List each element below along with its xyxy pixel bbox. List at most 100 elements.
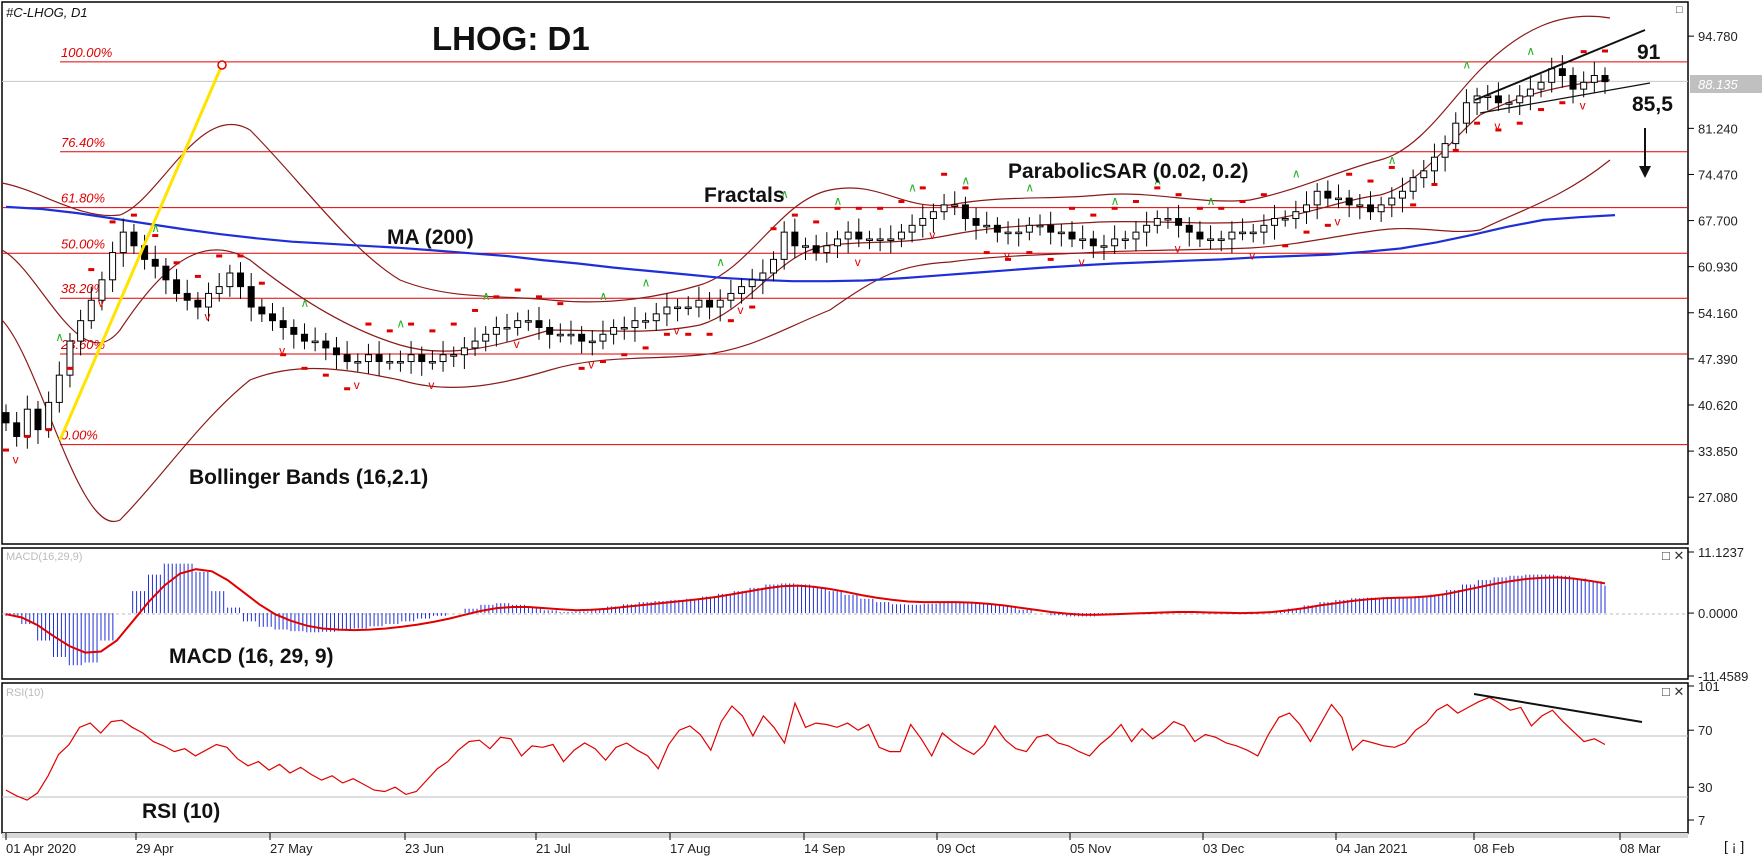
- candle-body: [1217, 238, 1225, 241]
- candle-body: [983, 224, 991, 228]
- candle-body: [311, 340, 319, 344]
- fractal-down-marker: v: [354, 378, 360, 392]
- sar-dot: [578, 366, 585, 370]
- candle-body: [1207, 238, 1215, 241]
- sar-dot: [834, 206, 841, 210]
- fibonacci-levels: 100.00%76.40%61.80%50.00%38.20%23.60%0.0…: [2, 45, 1688, 446]
- fractal-down-marker: v: [674, 323, 680, 337]
- fractal-up-marker: ∧: [482, 289, 491, 303]
- time-tick-label: 17 Aug: [670, 841, 711, 856]
- candle-body: [738, 286, 746, 294]
- sar-dot: [1132, 199, 1139, 203]
- candle-body: [780, 231, 788, 260]
- candle-body: [1260, 224, 1268, 233]
- fractal-down-marker: v: [1494, 119, 1500, 133]
- candle-body: [578, 333, 586, 342]
- sar-dot: [1069, 206, 1075, 210]
- sar-dot: [813, 220, 820, 224]
- candle-body: [119, 231, 127, 254]
- fractal-down-marker: v: [98, 296, 104, 310]
- candle-body: [418, 354, 426, 363]
- price-tick-label: 81.240: [1698, 121, 1738, 136]
- candle-body: [897, 231, 905, 240]
- target-up-label: 91: [1637, 41, 1661, 64]
- candle-body: [1185, 224, 1193, 233]
- sar-dot: [1005, 257, 1012, 261]
- sar-dot: [493, 295, 500, 299]
- sar-dot: [663, 332, 670, 336]
- candle-body: [1494, 95, 1502, 104]
- sar-dot: [919, 186, 926, 190]
- sar-dot: [194, 274, 201, 278]
- candle-body: [919, 218, 927, 226]
- candle-body: [151, 258, 159, 267]
- fractal-down-marker: v: [1004, 248, 1010, 262]
- fractal-up-marker: ∧: [716, 255, 725, 269]
- time-tick-label: 14 Sep: [804, 841, 845, 856]
- candle-body: [386, 361, 394, 364]
- price-tick-label: 33.850: [1698, 444, 1738, 459]
- sar-dot: [621, 353, 628, 357]
- candle-body: [620, 326, 628, 330]
- candle-body: [1601, 75, 1609, 83]
- rsi-window-buttons[interactable]: □ ✕: [1662, 684, 1684, 699]
- parabolic-sar: [3, 49, 1608, 452]
- candle-body: [375, 354, 383, 363]
- candle-body: [1377, 204, 1385, 213]
- candle-body: [599, 333, 607, 342]
- macd-scale: 11.1237 0.0000 -11.4589: [1688, 545, 1748, 684]
- candle-body: [887, 238, 895, 241]
- candle-body: [929, 211, 937, 220]
- bollinger-label: Bollinger Bands (16,2.1): [189, 466, 428, 489]
- candle-body: [674, 306, 682, 310]
- close-window-icon[interactable]: □: [1676, 4, 1683, 16]
- candle-body: [354, 361, 362, 364]
- channel-upper-line: [1474, 29, 1646, 101]
- candle-body: [1228, 231, 1236, 240]
- candle-body: [823, 245, 831, 254]
- candle-body: [1175, 218, 1183, 226]
- fib-anchor-handle[interactable]: [217, 60, 227, 70]
- candle-body: [833, 238, 841, 247]
- candle-body: [1164, 218, 1172, 221]
- scale-menu-button[interactable]: [ ¡ ]: [1724, 838, 1744, 854]
- sar-dot: [472, 308, 479, 312]
- sar-dot: [791, 213, 798, 217]
- fractal-down-marker: v: [1335, 214, 1341, 228]
- fractal-up-marker: ∧: [961, 173, 970, 187]
- fib-level-label: 0.00%: [61, 428, 98, 443]
- rsi-tick-label: 30: [1698, 780, 1712, 795]
- candle-body: [716, 299, 724, 308]
- sar-dot: [1047, 257, 1054, 261]
- candle-body: [1068, 231, 1076, 240]
- candle-body: [748, 279, 756, 288]
- macd-window-buttons[interactable]: □ ✕: [1662, 548, 1684, 563]
- bollinger-upper-band: [1, 15, 1611, 303]
- candle-body: [194, 299, 202, 308]
- fractal-down-marker: v: [1175, 242, 1181, 256]
- candle-body: [865, 238, 873, 241]
- price-tick-label: 27.080: [1698, 490, 1738, 505]
- macd-tick-label: 0.0000: [1698, 606, 1738, 621]
- candle-body: [812, 245, 820, 254]
- candle-body: [514, 320, 522, 328]
- sar-dot: [322, 373, 329, 377]
- candle-body: [961, 204, 969, 220]
- candle-body: [300, 333, 308, 342]
- sar-dot: [365, 322, 372, 326]
- rsi-scale: 101 70 30 7: [1688, 679, 1720, 828]
- rsi-tick-label: 70: [1698, 723, 1712, 738]
- candle-body: [407, 354, 415, 363]
- candle-body: [951, 204, 959, 207]
- bollinger-bands: [1, 15, 1611, 523]
- fractal-down-marker: v: [279, 344, 285, 358]
- fractal-down-marker: v: [205, 310, 211, 324]
- time-tick-label: 08 Feb: [1474, 841, 1514, 856]
- price-scale: 94.780 81.240 74.470 67.700 60.930 54.160 47.3…: [1688, 29, 1738, 505]
- sar-dot: [1452, 148, 1459, 152]
- fractal-up-marker: ∧: [1111, 194, 1120, 208]
- ma200-label: MA (200): [387, 226, 474, 249]
- candle-body: [1047, 224, 1055, 233]
- candle-body: [471, 340, 479, 349]
- fractal-down-marker: v: [1249, 248, 1255, 262]
